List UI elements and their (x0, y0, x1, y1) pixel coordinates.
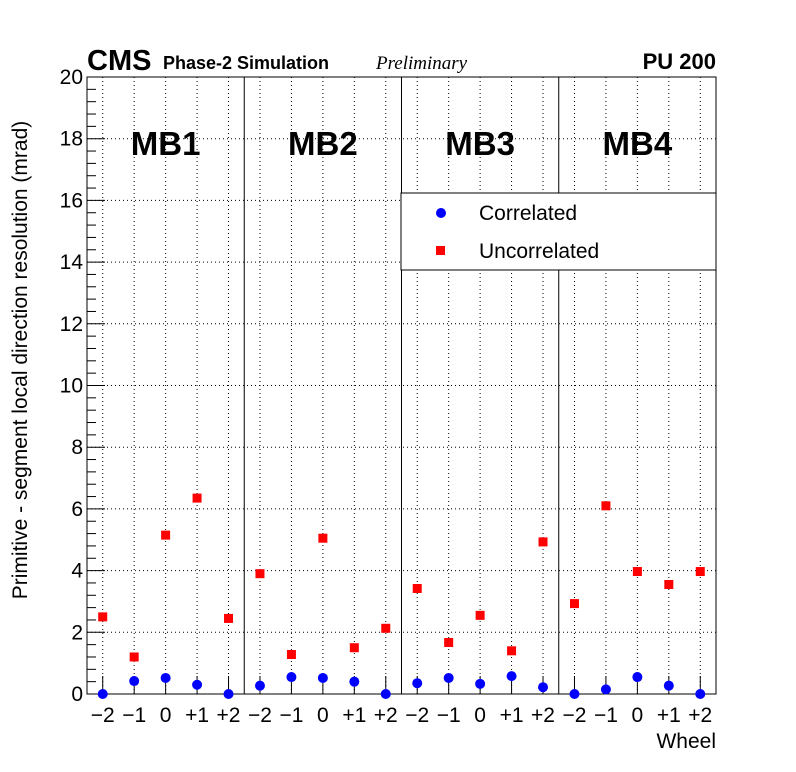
correlated-point (97, 689, 108, 699)
correlated-point (380, 689, 391, 699)
uncorrelated-point (192, 493, 202, 503)
legend-label: Uncorrelated (479, 240, 599, 263)
uncorrelated-point (255, 569, 265, 579)
uncorrelated-point (412, 583, 422, 593)
uncorrelated-point (664, 579, 674, 589)
x-tick-label: −2 (91, 704, 115, 727)
legend: Correlated Uncorrelated (400, 192, 717, 271)
correlated-point (663, 680, 674, 691)
x-tick-label: 0 (632, 704, 644, 727)
y-tick-label: 10 (60, 375, 83, 398)
correlated-point (475, 678, 486, 689)
correlated-point (600, 684, 611, 695)
uncorrelated-point (632, 567, 642, 577)
y-tick-label: 12 (60, 313, 83, 336)
y-tick-label: 0 (71, 683, 83, 706)
x-tick-label: 0 (317, 704, 329, 727)
station-label: MB1 (131, 125, 201, 162)
y-tick-label: 4 (71, 560, 83, 583)
y-tick-label: 18 (60, 128, 83, 151)
uncorrelated-point (286, 650, 296, 660)
station-labels: MB1 MB2 MB3 MB4 (131, 125, 673, 162)
correlated-point (412, 678, 423, 689)
uncorrelated-point (318, 533, 328, 543)
x-tick-label: +2 (531, 704, 555, 727)
correlated-point (632, 672, 643, 683)
uncorrelated-point (444, 637, 454, 647)
x-tick-label: −2 (562, 704, 586, 727)
x-tick-label: +2 (688, 704, 712, 727)
x-tick-label: +1 (342, 704, 366, 727)
x-tick-label: 0 (160, 704, 172, 727)
legend-box (400, 192, 717, 271)
y-tick-label: 2 (71, 621, 83, 644)
correlated-point (349, 676, 360, 687)
x-tick-label: −1 (279, 704, 303, 727)
station-label: MB4 (603, 125, 673, 162)
data-points (97, 493, 706, 699)
simulation-label: Phase-2 Simulation (163, 53, 329, 73)
x-tick-label: −2 (405, 704, 429, 727)
correlated-point (443, 672, 454, 683)
uncorrelated-point (569, 599, 579, 609)
y-tick-label: 6 (71, 498, 83, 521)
correlated-point (286, 672, 297, 683)
correlated-point (569, 689, 580, 699)
station-label: MB2 (288, 125, 358, 162)
correlated-point (223, 689, 234, 699)
uncorrelated-point (349, 643, 359, 653)
correlated-point (538, 682, 549, 693)
uncorrelated-point (538, 537, 548, 547)
uncorrelated-point (475, 610, 485, 620)
legend-marker-uncorrelated (436, 246, 445, 255)
station-label: MB3 (445, 125, 515, 162)
uncorrelated-point (98, 612, 108, 622)
legend-marker-correlated (436, 208, 446, 218)
x-tick-label: +2 (217, 704, 241, 727)
pileup-label: PU 200 (643, 49, 716, 74)
uncorrelated-point (129, 652, 139, 662)
x-tick-label: +1 (657, 704, 681, 727)
correlated-point (160, 672, 171, 683)
y-tick-label: 8 (71, 436, 83, 459)
correlated-point (506, 671, 517, 682)
x-axis-title: Wheel (656, 730, 716, 753)
uncorrelated-point (695, 567, 705, 577)
correlated-point (192, 679, 203, 690)
x-tick-label: −1 (122, 704, 146, 727)
cms-label: CMS (87, 45, 151, 77)
x-tick-label: 0 (474, 704, 486, 727)
y-tick-label: 14 (60, 251, 84, 274)
uncorrelated-point (381, 623, 391, 633)
plot-frame (86, 76, 717, 695)
y-tick-label: 20 (60, 66, 83, 89)
correlated-point (695, 689, 706, 699)
correlated-point (317, 672, 328, 683)
correlated-point (254, 680, 265, 691)
y-axis-title: Primitive - segment local direction reso… (9, 121, 32, 600)
x-tick-label: +1 (500, 704, 524, 727)
tick-labels: 0 2 4 6 8 10 12 14 16 18 20 −2 −1 0 +1 +2 −2 −1 0 +1 +2 −2 −1 0… (60, 66, 713, 727)
axis-ticks (87, 76, 701, 695)
x-tick-label: −1 (437, 704, 461, 727)
uncorrelated-point (507, 646, 517, 656)
x-tick-label: −2 (248, 704, 272, 727)
correlated-point (129, 676, 140, 687)
uncorrelated-point (161, 530, 171, 540)
legend-label: Correlated (479, 202, 577, 225)
uncorrelated-point (224, 613, 234, 623)
preliminary-label: Preliminary (375, 53, 468, 74)
x-tick-label: −1 (594, 704, 618, 727)
x-tick-label: +2 (374, 704, 398, 727)
uncorrelated-point (601, 501, 611, 511)
y-tick-label: 16 (60, 189, 83, 212)
x-tick-label: +1 (185, 704, 209, 727)
